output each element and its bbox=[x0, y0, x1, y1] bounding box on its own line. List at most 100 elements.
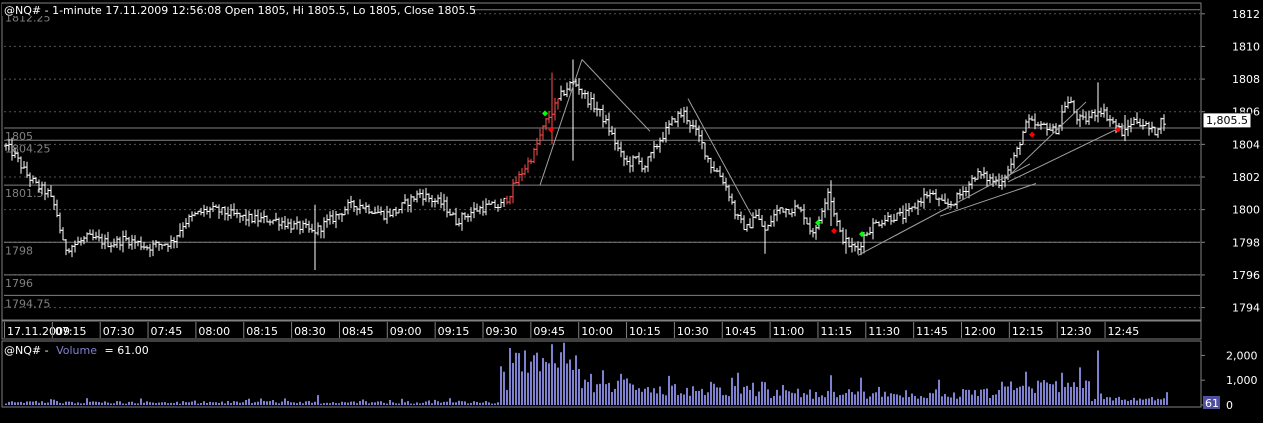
volume-bar bbox=[875, 392, 877, 405]
volume-bar bbox=[233, 401, 235, 405]
volume-bar bbox=[764, 382, 766, 405]
volume-bar bbox=[671, 385, 673, 405]
volume-bar bbox=[584, 379, 586, 405]
volume-bar bbox=[977, 395, 979, 405]
volume-bar bbox=[878, 386, 880, 405]
volume-bar bbox=[284, 398, 286, 405]
volume-bar bbox=[1094, 399, 1096, 405]
chart-title: @NQ# - 1-minute 17.11.2009 12:56:08 Open… bbox=[4, 4, 476, 17]
trend-line bbox=[857, 163, 1031, 256]
trend-lines bbox=[539, 59, 1127, 256]
volume-bar bbox=[809, 389, 811, 405]
volume-bar bbox=[275, 402, 277, 405]
volume-bar bbox=[1049, 383, 1051, 405]
volume-bar bbox=[1100, 393, 1102, 405]
volume-bar bbox=[299, 401, 301, 405]
volume-bar bbox=[56, 400, 58, 405]
volume-bar bbox=[101, 402, 103, 405]
volume-bar bbox=[728, 396, 730, 405]
volume-bar bbox=[302, 403, 304, 405]
volume-bar bbox=[755, 396, 757, 405]
volume-bar bbox=[770, 398, 772, 405]
volume-bar bbox=[47, 402, 49, 405]
volume-bar bbox=[32, 401, 34, 405]
volume-bar bbox=[311, 402, 313, 405]
volume-bar bbox=[785, 390, 787, 405]
volume-bar bbox=[980, 389, 982, 405]
volume-bar bbox=[794, 393, 796, 405]
volume-bar bbox=[434, 399, 436, 405]
volume-bar bbox=[215, 402, 217, 405]
volume-bar bbox=[191, 401, 193, 405]
volume-bar bbox=[647, 386, 649, 405]
last-volume-tag: 61 bbox=[1203, 396, 1220, 410]
last-volume-label: 61 bbox=[1205, 397, 1219, 410]
volume-bar bbox=[842, 394, 844, 405]
volume-bar bbox=[62, 403, 64, 405]
volume-bar bbox=[689, 395, 691, 405]
time-tick-label: 08:00 bbox=[198, 325, 230, 338]
volume-bar bbox=[59, 402, 61, 405]
volume-bar bbox=[989, 397, 991, 405]
volume-bar bbox=[617, 380, 619, 405]
volume-tick-label: 0 bbox=[1226, 399, 1233, 412]
volume-symbol: @NQ# - bbox=[4, 344, 49, 357]
volume-bar bbox=[599, 383, 601, 405]
volume-bar bbox=[281, 401, 283, 405]
volume-bar bbox=[1058, 392, 1060, 405]
volume-bar bbox=[44, 402, 46, 405]
volume-bar bbox=[620, 373, 622, 405]
volume-bar bbox=[983, 389, 985, 405]
left-price-label: 1794.75 bbox=[5, 297, 51, 310]
volume-bar bbox=[347, 402, 349, 405]
volume-bar bbox=[662, 394, 664, 405]
time-tick-label: 09:45 bbox=[533, 325, 565, 338]
volume-bar bbox=[89, 401, 91, 405]
trend-line bbox=[939, 183, 1037, 217]
volume-bar bbox=[596, 384, 598, 405]
volume-bar bbox=[659, 386, 661, 405]
volume-bar bbox=[314, 401, 316, 405]
volume-panel: 2,000 1,000 0 @NQ# - Volume = 61.00 61 bbox=[1, 340, 1258, 412]
volume-bar bbox=[374, 402, 376, 405]
volume-tick-label: 1,000 bbox=[1226, 374, 1258, 387]
volume-bar bbox=[1097, 350, 1099, 405]
volume-bar bbox=[269, 401, 271, 405]
volume-bar bbox=[740, 393, 742, 405]
volume-bar bbox=[848, 389, 850, 405]
volume-bar bbox=[230, 402, 232, 405]
volume-bar bbox=[1016, 387, 1018, 405]
volume-bar bbox=[1109, 397, 1111, 405]
y-tick-label: 1812 bbox=[1232, 8, 1260, 21]
volume-bar bbox=[200, 403, 202, 405]
volume-bar bbox=[212, 402, 214, 405]
volume-bar bbox=[173, 403, 175, 405]
volume-bar bbox=[83, 403, 85, 405]
volume-bar bbox=[344, 402, 346, 405]
volume-tick-label: 2,000 bbox=[1226, 349, 1258, 362]
volume-bar bbox=[1166, 392, 1168, 405]
last-price-tag: 1,805.5 bbox=[1202, 112, 1252, 129]
volume-bar bbox=[95, 401, 97, 405]
price-bars bbox=[4, 59, 1166, 271]
volume-bar bbox=[1007, 386, 1009, 405]
volume-bar bbox=[1154, 400, 1156, 405]
volume-bar bbox=[113, 403, 115, 405]
volume-bar bbox=[389, 399, 391, 405]
volume-bar bbox=[962, 389, 964, 405]
volume-bar bbox=[479, 402, 481, 405]
volume-bar bbox=[221, 401, 223, 405]
trend-line bbox=[1007, 124, 1127, 183]
volume-bar bbox=[782, 384, 784, 405]
volume-bar bbox=[158, 402, 160, 405]
volume-bar bbox=[305, 401, 307, 405]
volume-bar bbox=[41, 401, 43, 405]
volume-bar bbox=[575, 355, 577, 405]
price-panel: 1812.2518051804.251801.5179817961794.75 … bbox=[1, 2, 1260, 321]
volume-bar bbox=[776, 389, 778, 405]
volume-bar bbox=[224, 403, 226, 405]
volume-bar bbox=[455, 402, 457, 405]
time-tick-label: 12:15 bbox=[1012, 325, 1044, 338]
volume-bar bbox=[350, 401, 352, 405]
